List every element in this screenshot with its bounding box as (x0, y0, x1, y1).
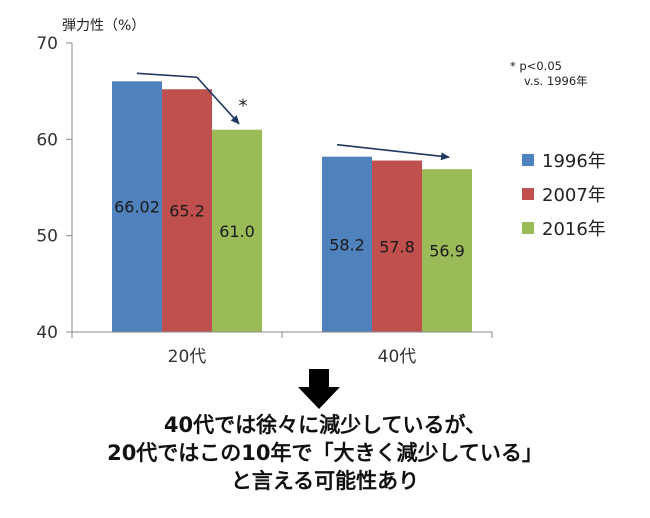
data-label: 65.2 (169, 202, 205, 221)
legend-label: 1996年 (542, 151, 606, 172)
legend-label: 2007年 (542, 185, 606, 206)
bar (422, 169, 472, 332)
legend-swatch (522, 222, 534, 234)
conclusion-line-1: 40代では徐々に減少しているが、 (163, 413, 487, 437)
data-label: 66.02 (114, 198, 160, 217)
category-label: 40代 (378, 347, 417, 365)
significance-note-line1: * p<0.05 (510, 59, 562, 73)
y-tick-label: 70 (36, 34, 58, 54)
bar (322, 156, 372, 332)
data-label: 57.8 (379, 237, 415, 256)
data-label: 61.0 (219, 222, 255, 241)
bar (112, 81, 162, 332)
bar (162, 89, 212, 333)
category-labels: 20代 40代 (168, 347, 417, 365)
category-label: 20代 (168, 347, 207, 365)
significance-marker: * (239, 96, 248, 117)
y-tick-label: 60 (36, 130, 58, 150)
data-label: 58.2 (329, 235, 365, 254)
legend-label: 2016年 (542, 219, 606, 240)
legend-swatch (522, 188, 534, 200)
legend: 1996年 2007年 2016年 (522, 151, 606, 240)
conclusion-text: 40代では徐々に減少しているが、 20代ではこの10年で「大きく減少している」 … (0, 411, 650, 495)
conclusion-line-2: 20代ではこの10年で「大きく減少している」 (107, 441, 543, 465)
down-arrow-icon (298, 369, 340, 409)
axes (71, 43, 493, 338)
conclusion-line-3: と言える可能性あり (230, 469, 420, 493)
y-tick-label: 40 (36, 323, 58, 343)
trend-arrow-40s (336, 143, 450, 161)
bars (112, 81, 472, 333)
y-tick-label: 50 (36, 227, 58, 247)
bar (212, 129, 262, 332)
bar (372, 160, 422, 332)
y-axis-ticks: 40 50 60 70 (36, 34, 72, 343)
data-labels: 66.02 65.2 61.0 58.2 57.8 56.9 (114, 198, 465, 261)
trend-arrow-20s (136, 72, 240, 125)
trend-arrows: * (136, 72, 450, 161)
data-label: 56.9 (429, 242, 465, 261)
y-axis-label: 弾力性（%） (62, 18, 145, 34)
legend-swatch (522, 154, 534, 166)
significance-note-line2: v.s. 1996年 (524, 74, 588, 88)
elasticity-bar-chart: 弾力性（%） * p<0.05 v.s. 1996年 40 50 60 70 66.0… (36, 18, 606, 365)
